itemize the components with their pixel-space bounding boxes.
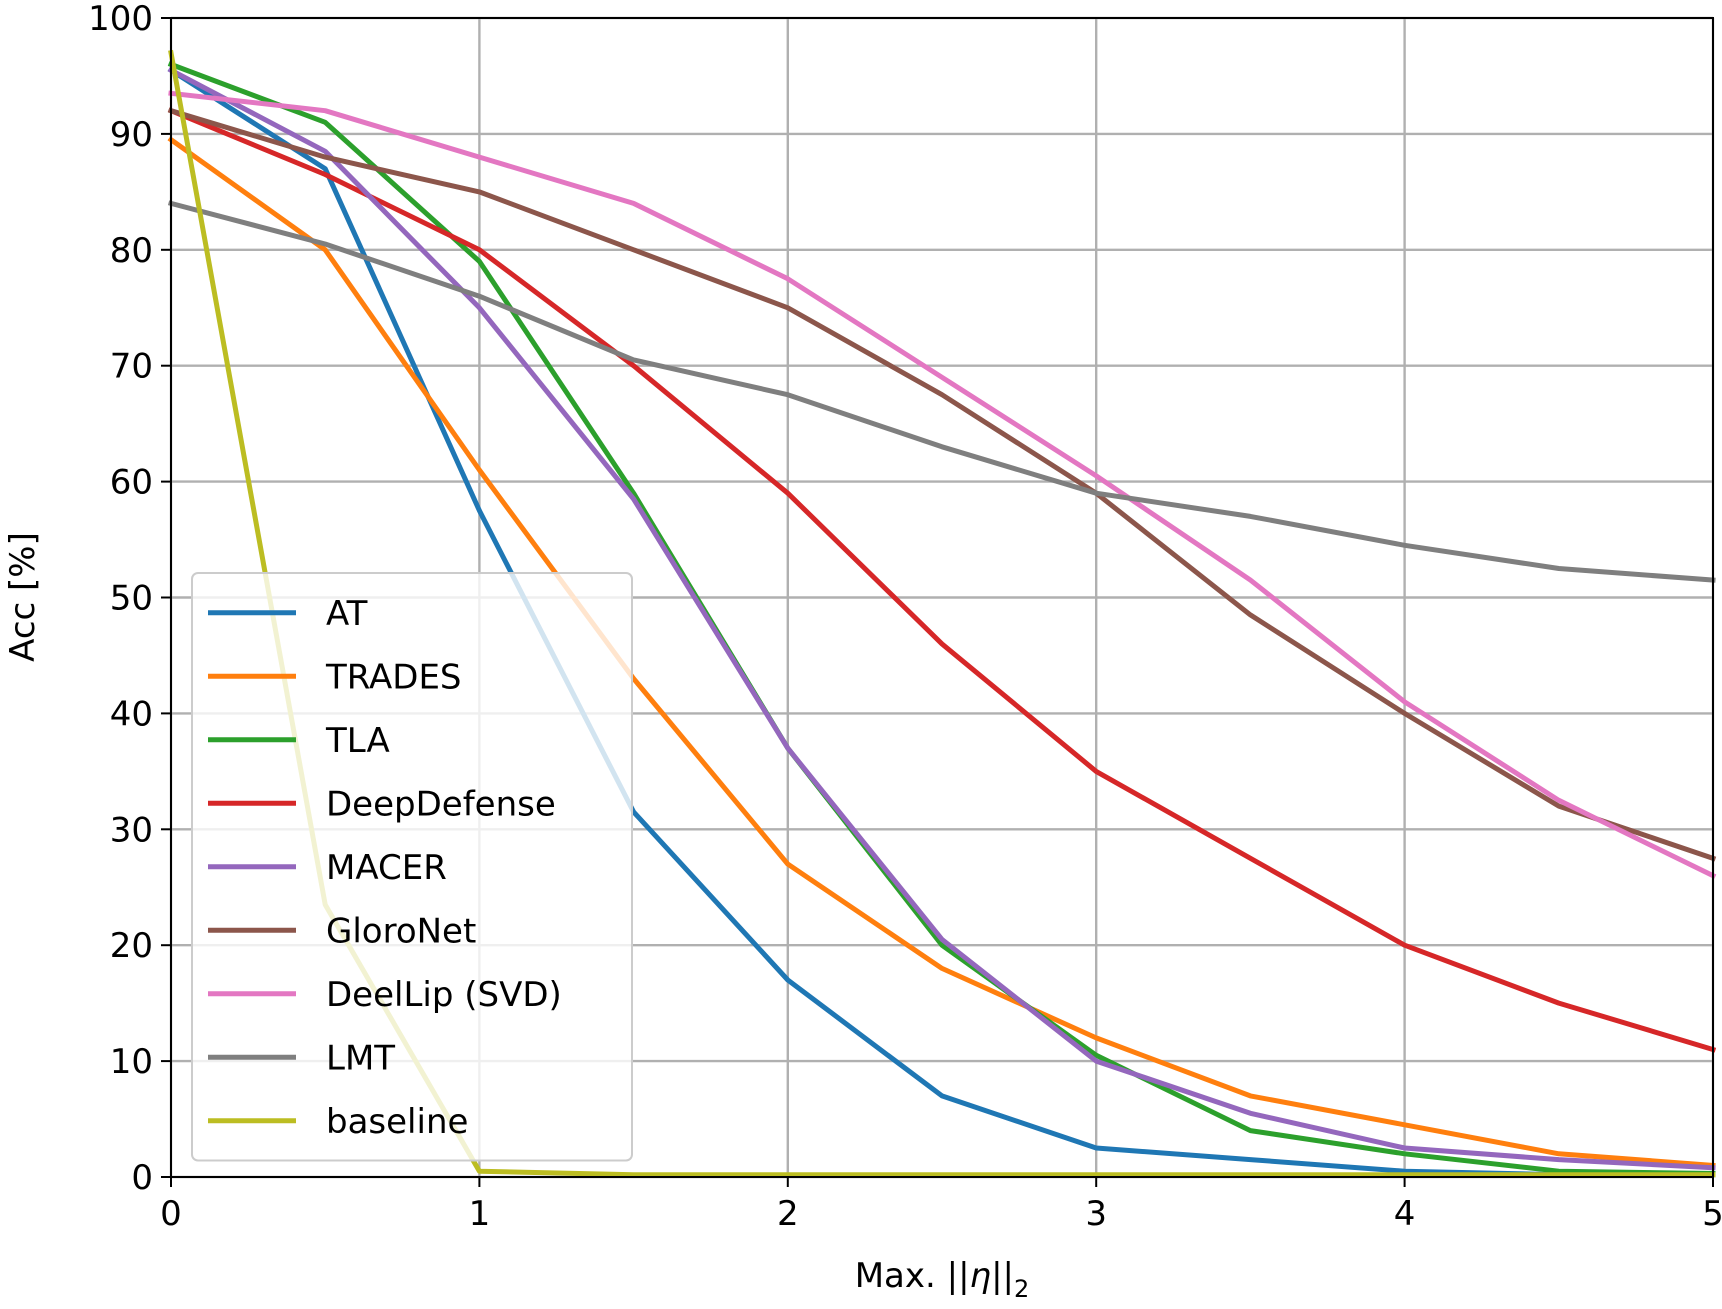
x-tick-label: 4 — [1394, 1194, 1416, 1234]
y-tick-label: 50 — [110, 579, 153, 619]
series-line-deepdefense — [167, 107, 1717, 1053]
series-line-lmt — [167, 200, 1716, 583]
y-tick-label: 100 — [88, 0, 153, 39]
legend: AT TRADES TLA DeepDefense MACER GloroNet DeelL… — [191, 572, 633, 1162]
legend-label-gloronet: GloroNet — [326, 911, 476, 951]
series-lines — [167, 49, 1717, 1178]
y-tick-label: 40 — [110, 694, 153, 734]
y-tick-label: 20 — [110, 926, 153, 966]
legend-label-tla: TLA — [325, 721, 390, 761]
legend-label-trades: TRADES — [325, 657, 462, 697]
legend-label-lmt: LMT — [326, 1038, 395, 1078]
x-tick-label: 2 — [777, 1194, 799, 1234]
series-line-gloronet — [167, 107, 1717, 862]
y-tick-label: 80 — [110, 231, 153, 271]
y-tick-label: 90 — [110, 115, 153, 155]
series-line-trades — [167, 136, 1716, 1169]
series-line-deellip-svd — [168, 90, 1717, 880]
axis-ticks — [161, 17, 1714, 1187]
y-tick-label: 60 — [110, 463, 153, 503]
legend-label-deellip-svd: DeelLip (SVD) — [326, 975, 562, 1015]
y-tick-label: 10 — [110, 1042, 153, 1082]
x-tick-label: 3 — [1085, 1194, 1107, 1234]
x-axis-label-prefix: Max. — [855, 1256, 947, 1296]
x-axis-label-subscript: 2 — [1014, 1275, 1029, 1303]
y-tick-label: 0 — [131, 1158, 153, 1198]
series-line-macer — [167, 66, 1716, 1171]
y-axis-label: Acc [%] — [3, 532, 43, 662]
x-tick-label: 5 — [1702, 1194, 1722, 1234]
x-axis-label: Max. ||η||2 — [855, 1256, 1030, 1303]
legend-frame — [191, 572, 633, 1162]
series-line-tla — [167, 61, 1716, 1177]
legend-label-baseline: baseline — [326, 1102, 468, 1142]
x-tick-label: 1 — [469, 1194, 491, 1234]
legend-label-deepdefense: DeepDefense — [326, 784, 556, 824]
legend-label-at: AT — [326, 594, 368, 634]
y-tick-label: 70 — [110, 347, 153, 387]
x-tick-label: 0 — [160, 1194, 182, 1234]
x-axis-label-math: ||η|| — [947, 1256, 1014, 1296]
y-tick-label: 30 — [110, 810, 153, 850]
legend-label-macer: MACER — [326, 848, 447, 888]
